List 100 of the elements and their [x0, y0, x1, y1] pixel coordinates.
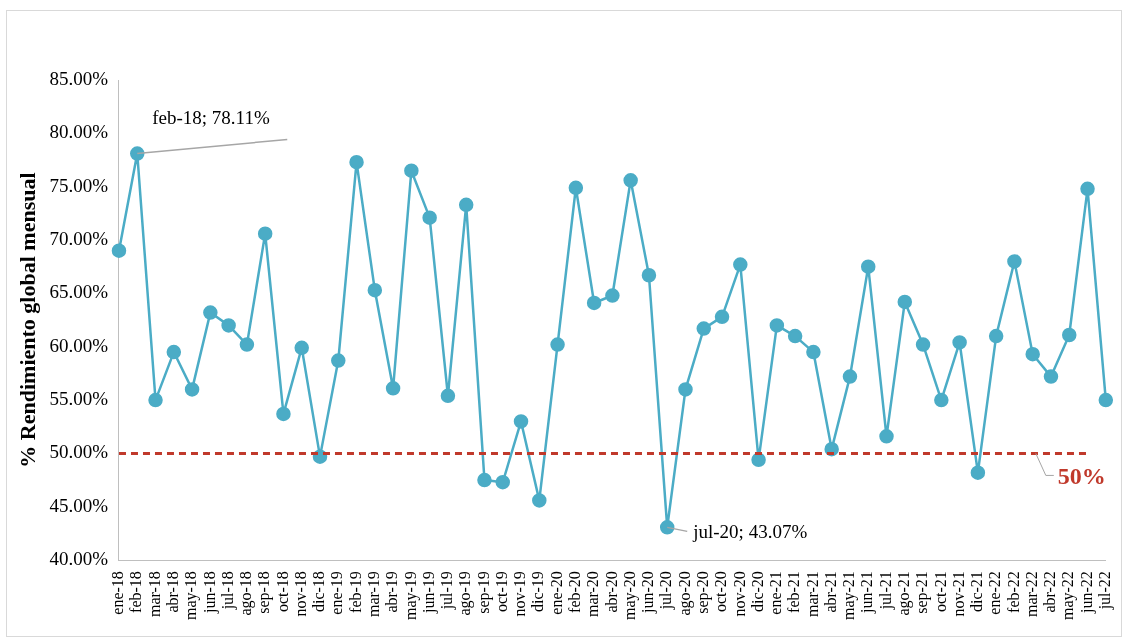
- annotation: feb-18; 78.11%: [152, 107, 270, 129]
- x-tick-label: feb-18: [127, 571, 145, 613]
- point: [934, 392, 949, 408]
- point: [1043, 369, 1059, 384]
- x-tick-label: may-20: [620, 571, 639, 620]
- point: [678, 382, 693, 397]
- x-tick-label: oct-21: [931, 571, 949, 612]
- x-tick-label: mar-18: [145, 571, 163, 618]
- ref-line-label: 50%: [1057, 462, 1106, 489]
- y-tick-label: 45.00%: [49, 494, 109, 516]
- x-tick-label: jul-19: [438, 571, 457, 611]
- y-tick-label: 40.00%: [49, 548, 109, 570]
- x-tick-label: jun-22: [1077, 571, 1096, 614]
- x-tick-label: ene-19: [328, 571, 346, 615]
- point: [787, 328, 803, 344]
- x-tick-label: oct-19: [492, 571, 510, 612]
- x-tick-label: mar-22: [1022, 571, 1040, 618]
- x-tick-label: ene-22: [986, 571, 1004, 615]
- x-tick-label: oct-18: [273, 571, 291, 612]
- point: [495, 474, 510, 490]
- x-tick-label: may-21: [840, 571, 859, 620]
- point: [605, 288, 620, 303]
- point: [769, 318, 785, 333]
- point: [239, 337, 255, 352]
- x-tick-label: feb-22: [1004, 571, 1022, 613]
- x-tick-label: feb-19: [346, 571, 364, 613]
- x-tick-label: abr-18: [164, 571, 181, 613]
- x-tick-label: abr-19: [383, 571, 401, 613]
- point: [550, 337, 565, 352]
- point: [404, 163, 419, 178]
- point: [970, 465, 986, 480]
- point: [952, 335, 967, 350]
- x-tick-label: abr-21: [821, 571, 839, 613]
- point: [130, 146, 145, 161]
- point: [331, 353, 346, 368]
- point: [1080, 181, 1095, 197]
- point: [860, 259, 876, 274]
- x-tick-label: nov-20: [730, 571, 748, 617]
- y-tick-label: 50.00%: [49, 441, 109, 463]
- x-tick-label: jul-21: [876, 571, 895, 611]
- x-tick-label: may-19: [401, 571, 420, 620]
- y-tick-label: 60.00%: [49, 334, 109, 356]
- point: [276, 406, 291, 422]
- point: [751, 452, 766, 468]
- y-axis-title: % Rendimiento global mensual: [14, 172, 40, 468]
- x-tick-label: sep-20: [693, 571, 712, 614]
- x-tick-label: abr-20: [602, 571, 620, 613]
- x-tick-label: mar-19: [365, 571, 383, 618]
- point: [532, 493, 547, 508]
- x-tick-label: sep-19: [474, 571, 493, 614]
- point: [513, 414, 529, 429]
- x-tick-label: abr-22: [1041, 571, 1059, 613]
- point: [733, 257, 748, 272]
- x-tick-label: sep-18: [255, 571, 274, 614]
- x-tick-label: feb-21: [785, 571, 803, 613]
- x-tick-label: sep-21: [913, 571, 932, 614]
- x-tick-label: dic-20: [748, 571, 766, 612]
- point: [385, 381, 401, 396]
- point: [696, 321, 712, 336]
- x-tick-label: feb-20: [566, 571, 584, 613]
- x-tick-label: jun-21: [858, 571, 877, 614]
- point: [897, 294, 913, 310]
- point: [842, 369, 858, 384]
- x-tick-label: jul-22: [1096, 571, 1114, 611]
- point: [714, 309, 730, 325]
- point: [1098, 392, 1114, 408]
- x-tick-label: may-18: [182, 571, 201, 620]
- x-tick-label: jul-20: [657, 571, 676, 611]
- x-tick-label: dic-18: [310, 571, 328, 612]
- x-tick-label: ago-18: [237, 571, 256, 616]
- point: [623, 173, 638, 188]
- point: [458, 197, 474, 213]
- point: [568, 180, 584, 196]
- point: [166, 344, 182, 360]
- point: [641, 268, 657, 283]
- y-tick-label: 75.00%: [49, 174, 109, 196]
- point: [294, 340, 309, 356]
- y-tick-label: 80.00%: [49, 121, 109, 143]
- y-tick-label: 85.00%: [49, 67, 109, 89]
- x-tick-label: oct-20: [712, 571, 730, 612]
- point: [988, 328, 1004, 344]
- x-tick-label: ene-20: [547, 571, 565, 615]
- point: [148, 392, 163, 408]
- x-tick-label: nov-19: [511, 571, 529, 617]
- point: [221, 318, 236, 333]
- point: [1007, 254, 1022, 269]
- point: [349, 154, 364, 170]
- point: [1062, 327, 1077, 343]
- x-tick-label: ene-21: [767, 571, 785, 615]
- point: [586, 295, 602, 311]
- x-tick-label: dic-21: [968, 571, 986, 612]
- point: [257, 226, 273, 241]
- point: [879, 429, 894, 444]
- x-tick-label: dic-19: [529, 571, 547, 612]
- y-tick-label: 70.00%: [49, 228, 109, 250]
- point: [477, 472, 492, 488]
- point: [422, 210, 437, 225]
- x-tick-label: jun-19: [419, 571, 438, 614]
- x-tick-label: ago-20: [675, 571, 694, 616]
- point: [203, 305, 218, 320]
